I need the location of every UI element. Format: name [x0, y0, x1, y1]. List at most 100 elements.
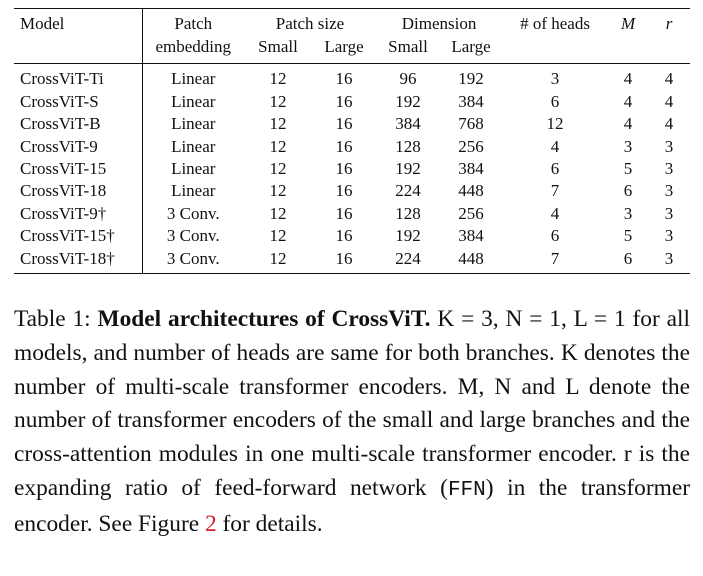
cell-r: 4 [664, 69, 674, 89]
cell-patch-embedding: 3 Conv. [142, 247, 244, 275]
cell-m: 3 [623, 203, 633, 223]
cell-patch-embedding: Linear [171, 136, 216, 156]
cell-r: 4 [664, 91, 674, 111]
caption-sentence-5: ) in the transformer encoder. See Figure [14, 474, 690, 537]
header-patch-embedding-bottom: embedding [142, 35, 244, 65]
cell-dimension-small: 192 [395, 159, 421, 179]
header-patch-size: Patch size [275, 14, 345, 33]
cell-num-heads: 7 [550, 181, 560, 201]
header-row-1: Model Patch Patch size Dimension # of he… [14, 8, 691, 36]
cell-num-heads: 6 [550, 91, 560, 111]
header-patch-embedding-top: Patch [174, 14, 213, 33]
cell-model: CrossViT-15 [14, 158, 143, 181]
header-dimension-small: Small [376, 35, 441, 65]
header-m: M [620, 14, 636, 33]
cell-dimension-small: 192 [395, 226, 421, 246]
cell-dimension-large: 448 [440, 247, 503, 275]
cell-num-heads: 12 [546, 114, 564, 134]
caption-ffn: FFN [447, 478, 486, 502]
cell-patch-size-small: 12 [269, 159, 287, 179]
cell-dimension-large: 384 [458, 159, 484, 179]
cell-patch-size-large: 16 [335, 91, 353, 111]
cell-dimension-large: 256 [458, 203, 484, 223]
table-row: CrossViT-15 Linear 12 16 192 384 6 5 3 [14, 158, 690, 181]
cell-dimension-small: 128 [395, 203, 421, 223]
cell-patch-embedding: 3 Conv. [166, 203, 220, 223]
header-patch-size-small: Small [244, 35, 312, 65]
table-row: CrossViT-S Linear 12 16 192 384 6 4 4 [14, 90, 690, 114]
cell-num-heads: 4 [550, 136, 560, 156]
cell-dimension-large: 384 [458, 226, 484, 246]
cell-patch-embedding: Linear [171, 91, 216, 111]
cell-m: 4 [623, 91, 633, 111]
header-patch-size-large: Large [312, 35, 377, 65]
table-row: CrossViT-15† 3 Conv. 12 16 192 384 6 5 3 [14, 225, 690, 248]
header-row-2: embedding Small Large Small Large [14, 35, 691, 65]
table-row: CrossViT-9† 3 Conv. 12 16 128 256 4 3 3 [14, 202, 690, 226]
caption-sentence-1: K = 3, N = 1, L = 1 for all models, and … [14, 306, 690, 366]
caption-title: Model architectures of CrossViT. [97, 306, 431, 332]
header-model-spacer [14, 35, 143, 65]
cell-dimension-large: 256 [458, 136, 484, 156]
cell-patch-embedding: 3 Conv. [166, 226, 220, 246]
cell-r: 3 [664, 203, 674, 223]
figure-reference-link[interactable]: 2 [204, 510, 217, 537]
header-m-spacer [608, 35, 649, 65]
cell-model: CrossViT-Ti [14, 63, 143, 91]
cell-model: CrossViT-18† [14, 247, 143, 275]
cell-r: 3 [648, 247, 691, 275]
cell-dimension-large: 448 [458, 181, 484, 201]
cell-m: 5 [623, 159, 633, 179]
cell-num-heads: 6 [550, 159, 560, 179]
model-architecture-table-container: Model Patch Patch size Dimension # of he… [14, 8, 691, 275]
header-num-heads: # of heads [520, 14, 590, 33]
cell-patch-size-small: 12 [269, 91, 287, 111]
caption-sentence-3: M, N and L denote the number of transfor… [14, 373, 690, 468]
header-model: Model [14, 8, 143, 36]
cell-num-heads: 4 [550, 203, 560, 223]
cell-dimension-large: 384 [458, 91, 484, 111]
header-dimension: Dimension [401, 14, 477, 33]
table-row: CrossViT-B Linear 12 16 384 768 12 4 4 [14, 113, 690, 136]
table-row: CrossViT-18 Linear 12 16 224 448 7 6 3 [14, 180, 690, 203]
cell-m: 3 [623, 136, 633, 156]
cell-r: 3 [664, 226, 674, 246]
table-row: CrossViT-9 Linear 12 16 128 256 4 3 3 [14, 135, 690, 159]
cell-patch-size-small: 12 [269, 114, 287, 134]
cell-m: 4 [623, 69, 633, 89]
cell-num-heads: 7 [502, 247, 609, 275]
cell-patch-embedding: Linear [171, 69, 216, 89]
cell-dimension-small: 384 [395, 114, 421, 134]
cell-patch-size-large: 16 [335, 226, 353, 246]
header-r-spacer [648, 35, 691, 65]
cell-model: CrossViT-B [14, 113, 143, 136]
cell-dimension-small: 224 [395, 181, 421, 201]
cell-patch-size-large: 16 [335, 114, 353, 134]
cell-patch-size-small: 12 [269, 181, 287, 201]
cell-m: 4 [623, 114, 633, 134]
cell-model: CrossViT-9† [14, 202, 143, 226]
cell-patch-size-large: 16 [335, 136, 353, 156]
cell-patch-size-small: 12 [269, 69, 287, 89]
cell-m: 6 [623, 181, 633, 201]
cell-patch-size-large: 16 [335, 181, 353, 201]
cell-patch-embedding: Linear [171, 114, 216, 134]
cell-patch-size-small: 12 [244, 247, 312, 275]
cell-m: 5 [623, 226, 633, 246]
cell-patch-size-large: 16 [335, 69, 353, 89]
cell-patch-embedding: Linear [171, 181, 216, 201]
cell-dimension-small: 128 [395, 136, 421, 156]
header-dimension-large: Large [440, 35, 503, 65]
table-row: CrossViT-Ti Linear 12 16 96 192 3 4 4 [14, 63, 690, 91]
cell-model: CrossViT-9 [14, 135, 143, 159]
cell-patch-embedding: Linear [171, 159, 216, 179]
cell-dimension-small: 192 [395, 91, 421, 111]
cell-patch-size-small: 12 [269, 226, 287, 246]
table-caption: Table 1: Model architectures of CrossViT… [14, 303, 690, 542]
model-architecture-table: Model Patch Patch size Dimension # of he… [14, 8, 691, 275]
cell-patch-size-large: 16 [312, 247, 377, 275]
cell-model: CrossViT-S [14, 90, 143, 114]
cell-model: CrossViT-18 [14, 180, 143, 203]
cell-r: 3 [664, 159, 674, 179]
cell-patch-size-small: 12 [269, 136, 287, 156]
